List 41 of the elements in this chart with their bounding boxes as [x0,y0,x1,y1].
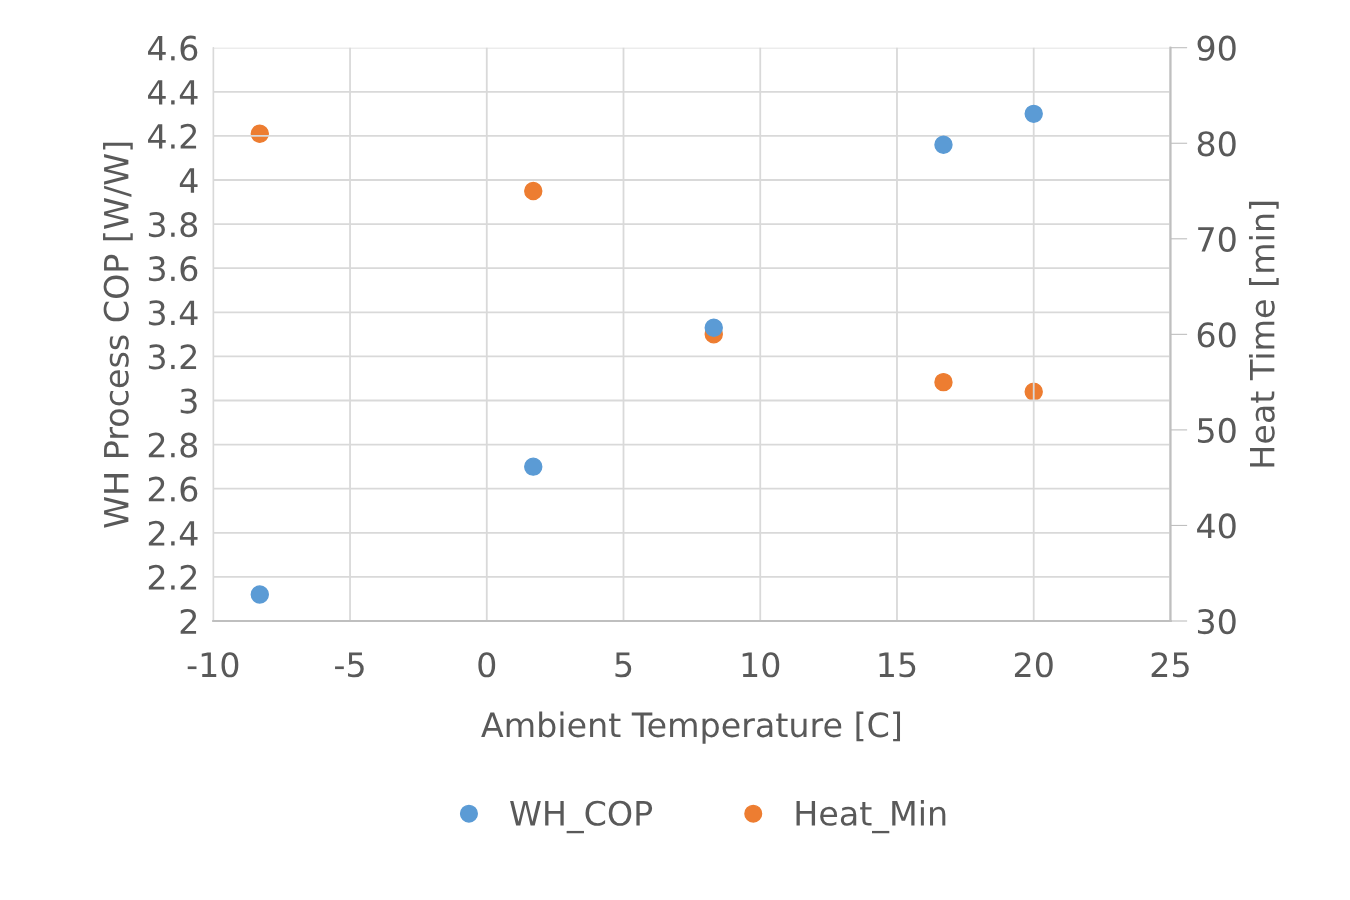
point [934,135,953,154]
point [524,181,543,201]
x-tick-label: 0 [478,652,496,678]
legend-label: Heat_Min [796,800,946,834]
y-tick-label: 4.6 [148,35,198,61]
legend-label: WH_COP [510,800,653,834]
x-tick-label: 5 [615,652,632,678]
y-tick-label: 3.2 [148,344,197,370]
y-tick-label: 3.8 [148,212,198,238]
y-tick-label: 2.8 [148,432,198,458]
point [524,457,543,476]
y-tick-label: 4 [179,168,198,193]
y2-tick-label: 70 [1198,226,1236,252]
y2-axis-title: Heat Time [min] [1248,201,1279,467]
point [1024,104,1043,124]
y2-tick-label: 50 [1198,417,1236,444]
y2-tick-label: 80 [1197,131,1236,157]
x-tick-label: 20 [1014,652,1053,678]
point [704,318,723,337]
y2-tick-label: 60 [1197,322,1236,348]
x-tick-label: 10 [742,652,780,678]
x-tick-label: -5 [335,652,364,678]
y-axis-title: WH Process COP [W/W] [103,142,133,528]
y-tick-label: 2.2 [148,564,197,590]
x-tick-label: 25 [1151,652,1189,678]
y-tick-label: 4.4 [148,80,198,105]
y-tick-label: 2 [180,608,197,634]
point [250,585,269,604]
y2-tick-label: 30 [1197,608,1236,635]
x-tick-label: 15 [879,652,916,678]
y2-tick-label: 40 [1197,513,1236,539]
y2-tick-label: 90 [1197,35,1236,61]
y-tick-label: 3.6 [148,256,198,282]
y-tick-label: 3.4 [148,300,198,326]
point [934,372,953,392]
y-tick-label: 2.6 [148,476,198,502]
y-tick-label: 3 [180,388,197,414]
y-tick-label: 4.2 [148,123,197,149]
x-axis-title: Ambient Temperature [C] [481,711,901,744]
y-tick-label: 2.4 [148,520,198,546]
x-tick-label: -10 [187,652,239,678]
